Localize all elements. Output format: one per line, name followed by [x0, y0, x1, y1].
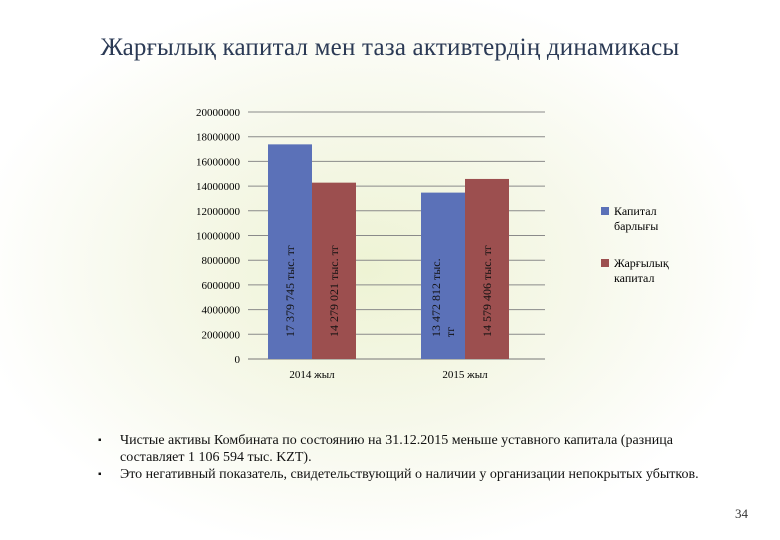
data-labels: 17 379 745 тыс. тг 14 279 021 тыс. тг 13 4…	[283, 245, 494, 337]
y-tick-label: 12000000	[196, 206, 241, 218]
legend-label: Капитал барлығы	[614, 204, 658, 233]
bars	[268, 144, 509, 359]
y-tick-label: 4000000	[202, 305, 241, 317]
data-label: 13 472 812 тыс.тг	[429, 258, 457, 337]
y-tick-label: 2000000	[202, 329, 241, 341]
y-tick-label: 18000000	[196, 132, 241, 144]
bar	[421, 192, 465, 359]
note-item: ▪ Это негативный показатель, свидетельст…	[98, 466, 718, 483]
y-tick-label: 0	[235, 354, 241, 366]
x-tick-label: 2015 жыл	[442, 369, 488, 381]
y-tick-label: 20000000	[196, 107, 241, 119]
data-label: 17 379 745 тыс. тг	[283, 245, 297, 337]
note-item: ▪ Чистые активы Комбината по состоянию н…	[98, 432, 718, 466]
note-text: Чистые активы Комбината по состоянию на …	[120, 433, 673, 465]
legend-swatch	[601, 207, 609, 215]
notes-list: ▪ Чистые активы Комбината по состоянию н…	[98, 432, 718, 483]
data-label: 14 279 021 тыс. тг	[327, 245, 341, 337]
y-tick-label: 10000000	[196, 231, 241, 243]
x-tick-label: 2014 жыл	[289, 369, 335, 381]
note-text: Это негативный показатель, свидетельству…	[120, 467, 699, 482]
bullet-icon: ▪	[98, 469, 102, 480]
y-tick-label: 14000000	[196, 181, 241, 193]
data-label: 14 579 406 тыс. тг	[480, 245, 494, 337]
y-axis-ticks: 0 2000000 4000000 6000000 8000000 10000000 120…	[196, 107, 241, 366]
legend-swatch	[601, 259, 609, 267]
legend: Капитал барлығы Жарғылық капитал	[601, 204, 669, 285]
y-tick-label: 8000000	[202, 255, 241, 267]
bar	[465, 178, 509, 359]
legend-label: Жарғылық капитал	[614, 256, 669, 285]
page-number: 34	[735, 506, 748, 521]
y-tick-label: 16000000	[196, 156, 241, 168]
bar	[268, 144, 312, 359]
y-tick-label: 6000000	[202, 280, 241, 292]
bullet-icon: ▪	[98, 435, 102, 446]
slide-title: Жарғылық капитал мен таза активтердің ди…	[100, 34, 680, 61]
bar	[312, 182, 356, 359]
x-axis-ticks: 2014 жыл 2015 жыл	[289, 369, 488, 381]
